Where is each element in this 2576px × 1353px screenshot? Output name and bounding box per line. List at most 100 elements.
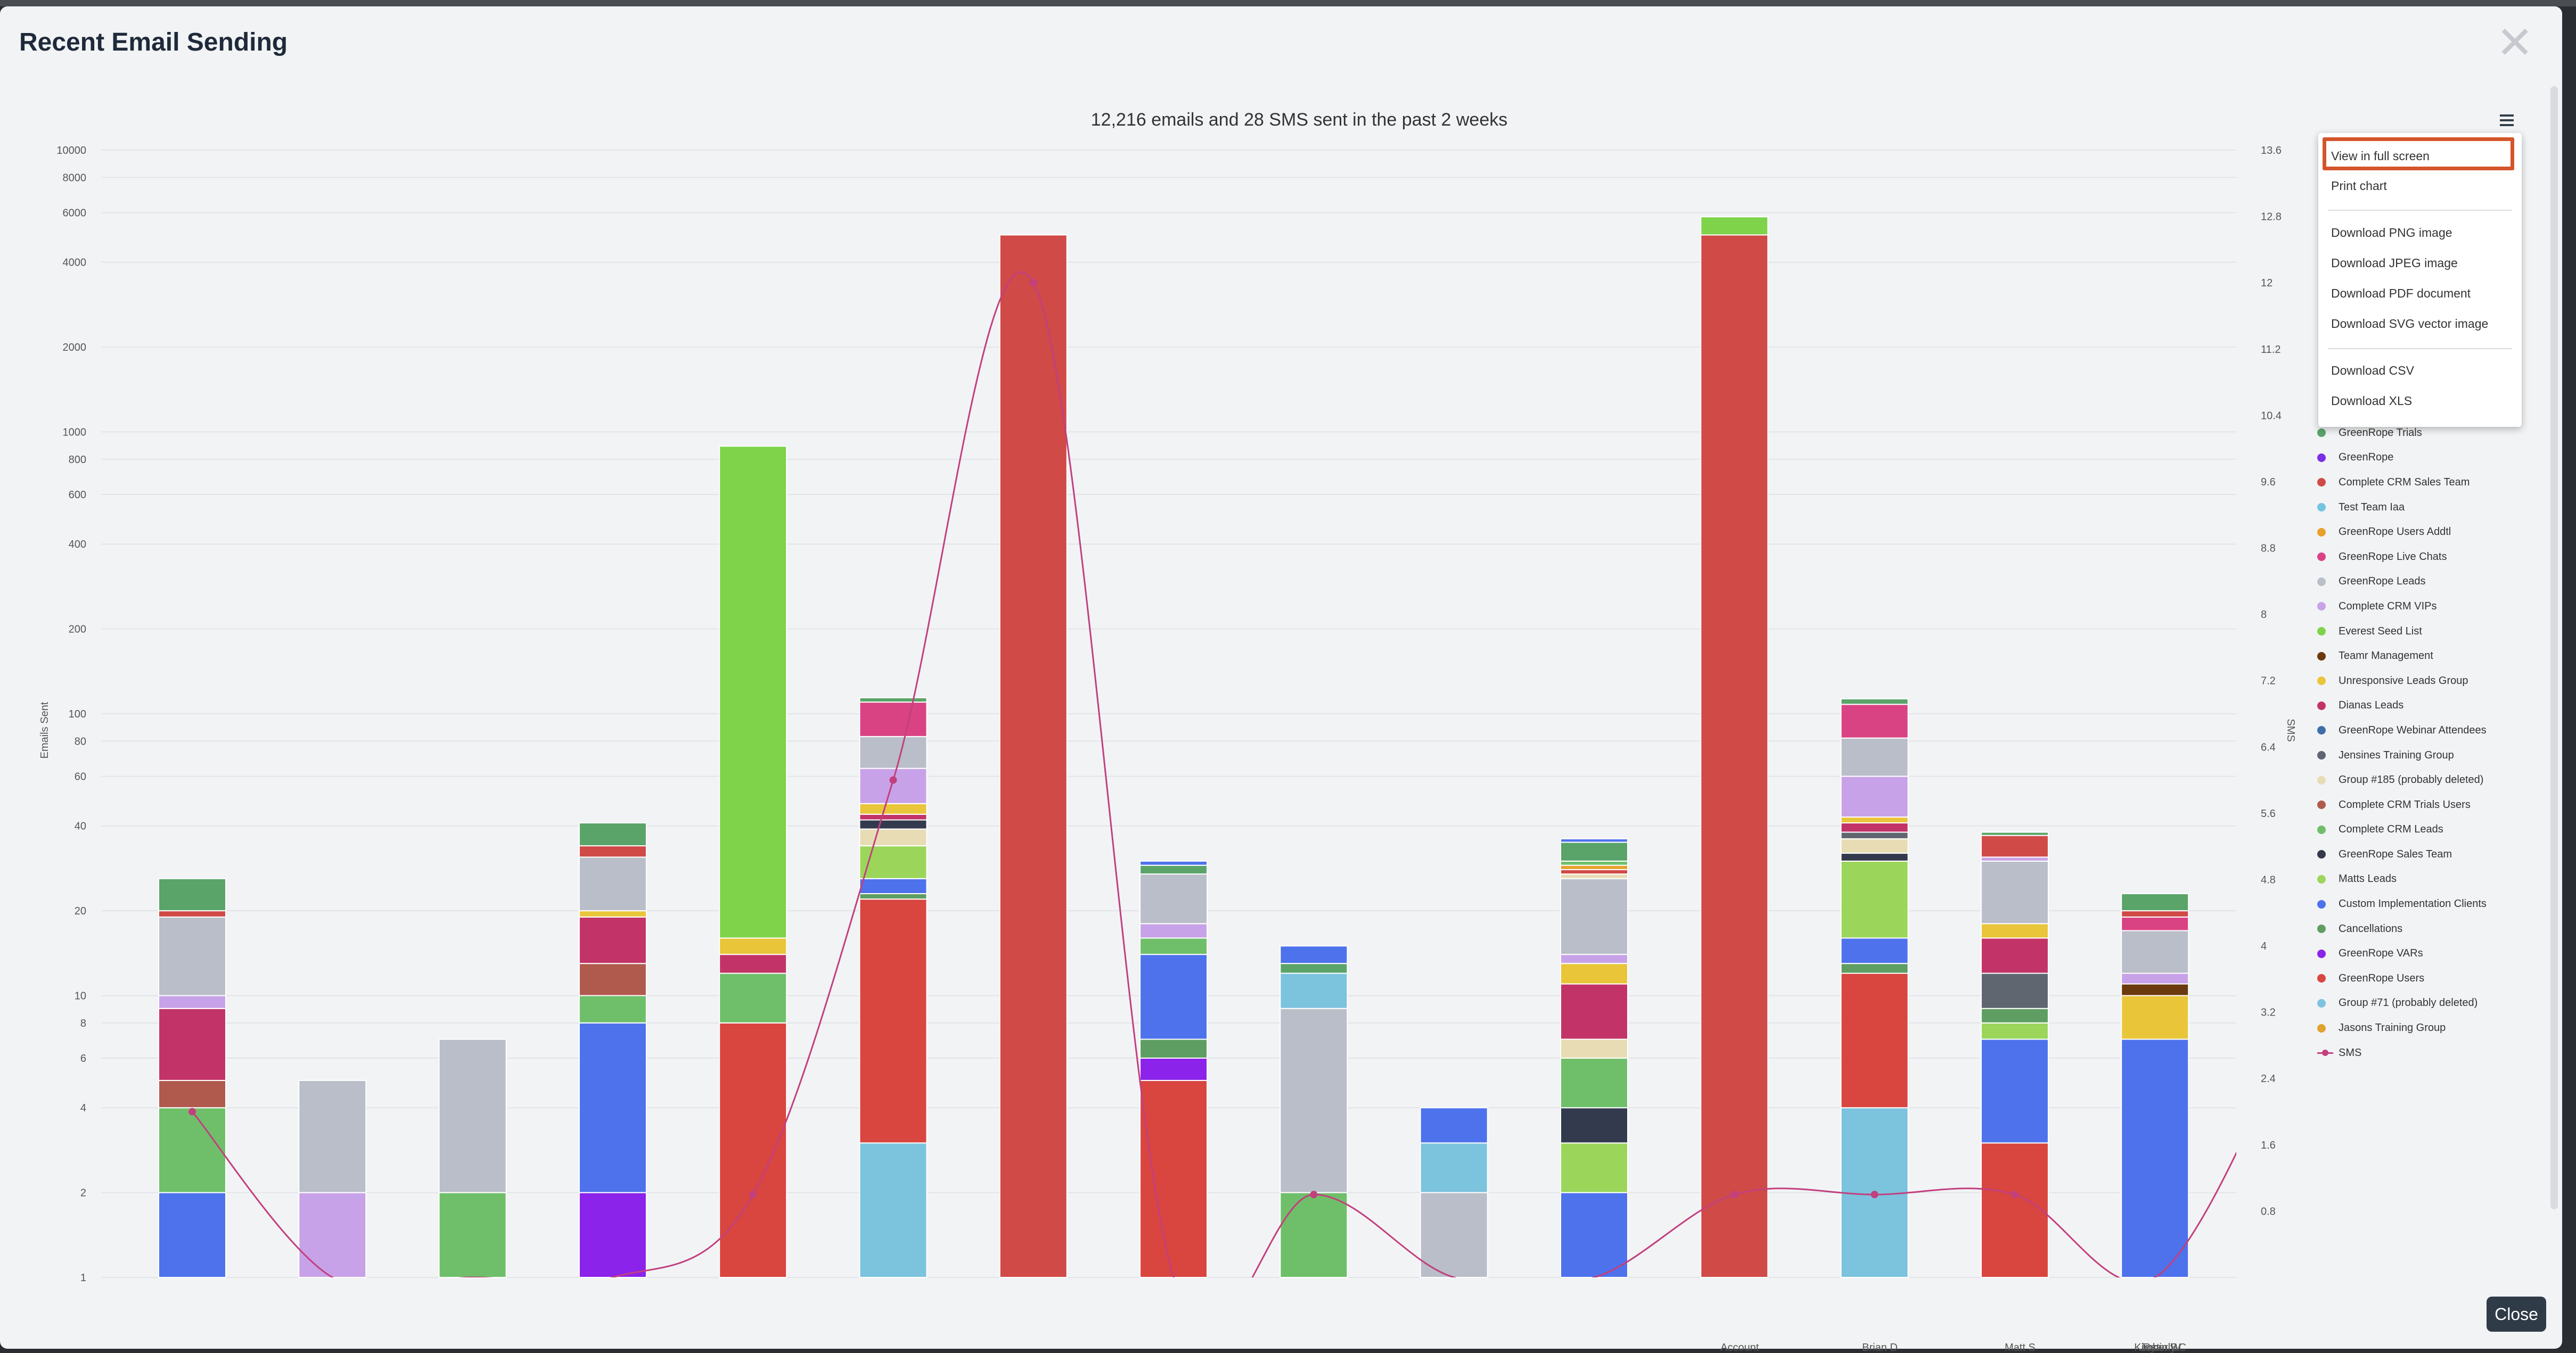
bar-segment: [2121, 916, 2189, 931]
bar-segment: [1980, 831, 2049, 836]
menu-item-download-csv[interactable]: Download CSV: [2331, 364, 2414, 377]
bar-segment: [1560, 1142, 1628, 1193]
menu-item-view-full-screen[interactable]: View in full screen: [2331, 149, 2430, 163]
bar-segment: [1139, 937, 1208, 955]
y-tick-label: 10: [75, 991, 86, 1002]
legend-swatch: [2317, 874, 2326, 884]
legend-item[interactable]: GreenRope Users: [2317, 966, 2541, 991]
legend-item[interactable]: GreenRope Trials: [2317, 420, 2541, 446]
x-tick-label: Brian D: [1862, 1342, 1898, 1353]
close-button[interactable]: Close: [2487, 1297, 2546, 1332]
bar-segment: [578, 916, 647, 964]
legend-item[interactable]: Complete CRM Sales Team: [2317, 470, 2541, 495]
y-tick-label: 6000: [63, 207, 87, 219]
legend-label: Matts Leads: [2339, 873, 2397, 885]
legend-swatch: [2317, 577, 2326, 586]
bar-segment: [1560, 873, 1628, 879]
bar-segment: [1560, 1038, 1628, 1059]
menu-item-download-xls[interactable]: Download XLS: [2331, 394, 2413, 408]
legend-item[interactable]: Group #71 (probably deleted): [2317, 991, 2541, 1016]
legend-item[interactable]: GreenRope Sales Team: [2317, 842, 2541, 867]
legend-swatch: [2317, 726, 2326, 735]
x-tick-label: Account: [1720, 1342, 1759, 1353]
chart-export-menu: View in full screen Print chart Download…: [2318, 133, 2522, 427]
bar-segment: [1560, 842, 1628, 862]
bar-segment: [1139, 873, 1208, 925]
background-overlay: [0, 0, 2576, 6]
y-tick-label: 1000: [63, 427, 87, 439]
legend-item[interactable]: Complete CRM VIPs: [2317, 594, 2541, 619]
bar-segment: [578, 995, 647, 1024]
legend-label: Teamr Management: [2339, 650, 2433, 662]
legend-item[interactable]: Dianas Leads: [2317, 694, 2541, 719]
legend-item[interactable]: SMS: [2317, 1041, 2541, 1066]
bar-segment: [1980, 937, 2049, 974]
menu-item-download-png[interactable]: Download PNG image: [2331, 226, 2452, 240]
legend-item[interactable]: Unresponsive Leads Group: [2317, 669, 2541, 694]
legend-label: GreenRope Users: [2339, 972, 2425, 984]
legend-label: Group #185 (probably deleted): [2339, 774, 2484, 786]
legend-item[interactable]: Jasons Training Group: [2317, 1016, 2541, 1041]
bar-segment: [578, 856, 647, 912]
bar-segment: [1420, 1192, 1488, 1278]
legend-item[interactable]: Complete CRM Leads: [2317, 818, 2541, 843]
bar-segment: [158, 910, 226, 918]
legend-item[interactable]: GreenRope Leads: [2317, 570, 2541, 595]
bar-segment: [859, 702, 928, 737]
chart-legend: GreenRope Trials GreenRope Complete CRM Sa…: [2317, 420, 2541, 1065]
legend-swatch: [2317, 701, 2326, 710]
bar-segment: [1980, 1022, 2049, 1040]
bar-segment: [158, 1079, 226, 1109]
legend-item[interactable]: Teamr Management: [2317, 644, 2541, 669]
legend-item[interactable]: Custom Implementation Clients: [2317, 892, 2541, 917]
legend-item[interactable]: GreenRope Users Addtl: [2317, 519, 2541, 544]
y-right-tick-label: 8: [2261, 609, 2267, 621]
y-tick-label: 4: [80, 1102, 86, 1114]
menu-item-download-svg[interactable]: Download SVG vector image: [2331, 317, 2489, 331]
legend-item[interactable]: GreenRope Webinar Attendees: [2317, 718, 2541, 743]
legend-item[interactable]: Complete CRM Trials Users: [2317, 793, 2541, 818]
legend-line-marker: [2317, 1049, 2333, 1057]
legend-label: GreenRope Trials: [2339, 426, 2422, 439]
bar-segment: [578, 910, 647, 918]
y-tick-label: 20: [75, 905, 86, 917]
bar-segment: [859, 813, 928, 821]
menu-item-download-jpeg[interactable]: Download JPEG image: [2331, 256, 2458, 270]
bar-segment: [1840, 972, 1909, 1109]
bar-segment: [1840, 737, 1909, 777]
modal-scrollbar[interactable]: [2550, 86, 2558, 1209]
legend-label: GreenRope VARs: [2339, 947, 2423, 960]
y-tick-label: 1: [80, 1272, 86, 1284]
menu-item-download-pdf[interactable]: Download PDF document: [2331, 286, 2471, 300]
legend-item[interactable]: Everest Seed List: [2317, 619, 2541, 644]
legend-item[interactable]: Matts Leads: [2317, 867, 2541, 892]
legend-item[interactable]: GreenRope VARs: [2317, 941, 2541, 966]
legend-label: Group #71 (probably deleted): [2339, 997, 2478, 1009]
legend-swatch: [2317, 527, 2326, 537]
y-right-tick-label: 12.8: [2261, 211, 2282, 223]
legend-item[interactable]: Jensines Training Group: [2317, 743, 2541, 768]
bar-segment: [859, 828, 928, 847]
legend-item[interactable]: Cancellations: [2317, 917, 2541, 942]
bar-segment: [578, 822, 647, 847]
y-tick-label: 600: [69, 489, 86, 501]
y-tick-label: 800: [69, 454, 86, 466]
bar-segment: [2121, 1038, 2189, 1278]
legend-item[interactable]: Test Team Iaa: [2317, 495, 2541, 520]
legend-label: Complete CRM Sales Team: [2339, 476, 2470, 488]
legend-item[interactable]: Group #185 (probably deleted): [2317, 768, 2541, 793]
bar-segment: [2121, 910, 2189, 918]
modal-title: Recent Email Sending: [19, 28, 288, 56]
bar-segment: [438, 1192, 507, 1278]
close-icon[interactable]: ✕: [2496, 18, 2534, 68]
x-tick-label: Ryan B: [2143, 1342, 2178, 1353]
legend-swatch: [2317, 651, 2326, 661]
hamburger-menu-icon[interactable]: [2495, 110, 2518, 131]
bar-segment: [1420, 1142, 1488, 1193]
legend-item[interactable]: GreenRope: [2317, 446, 2541, 471]
legend-item[interactable]: GreenRope Live Chats: [2317, 544, 2541, 570]
legend-label: Cancellations: [2339, 922, 2403, 935]
bar-segment: [1560, 1057, 1628, 1109]
menu-item-print-chart[interactable]: Print chart: [2331, 179, 2387, 193]
